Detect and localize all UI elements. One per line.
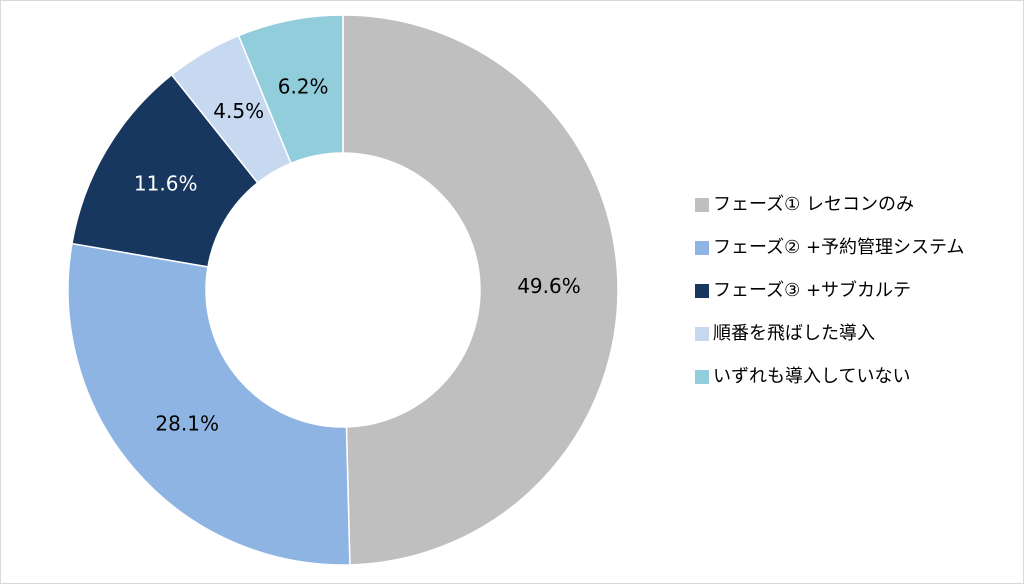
legend-swatch [695,370,709,384]
data-label: 11.6% [134,172,198,196]
data-label: 28.1% [155,411,219,435]
legend-swatch [695,284,709,298]
legend-swatch [695,327,709,341]
donut-slice [237,14,344,165]
donut-slice [342,14,619,566]
legend-label: フェーズ③ +サブカルテ [713,279,911,301]
legend-label: 順番を飛ばした導入 [713,323,875,344]
legend-label: フェーズ② +予約管理システム [713,237,965,258]
legend-label: いずれも導入していない [713,366,910,387]
legend-swatch [695,198,709,212]
data-label: 6.2% [278,74,329,98]
legend-label: フェーズ① レセコンのみ [713,194,914,215]
data-label: 4.5% [213,99,264,123]
donut-slice [67,242,351,566]
data-label: 49.6% [517,274,581,298]
legend-swatch [695,241,709,255]
